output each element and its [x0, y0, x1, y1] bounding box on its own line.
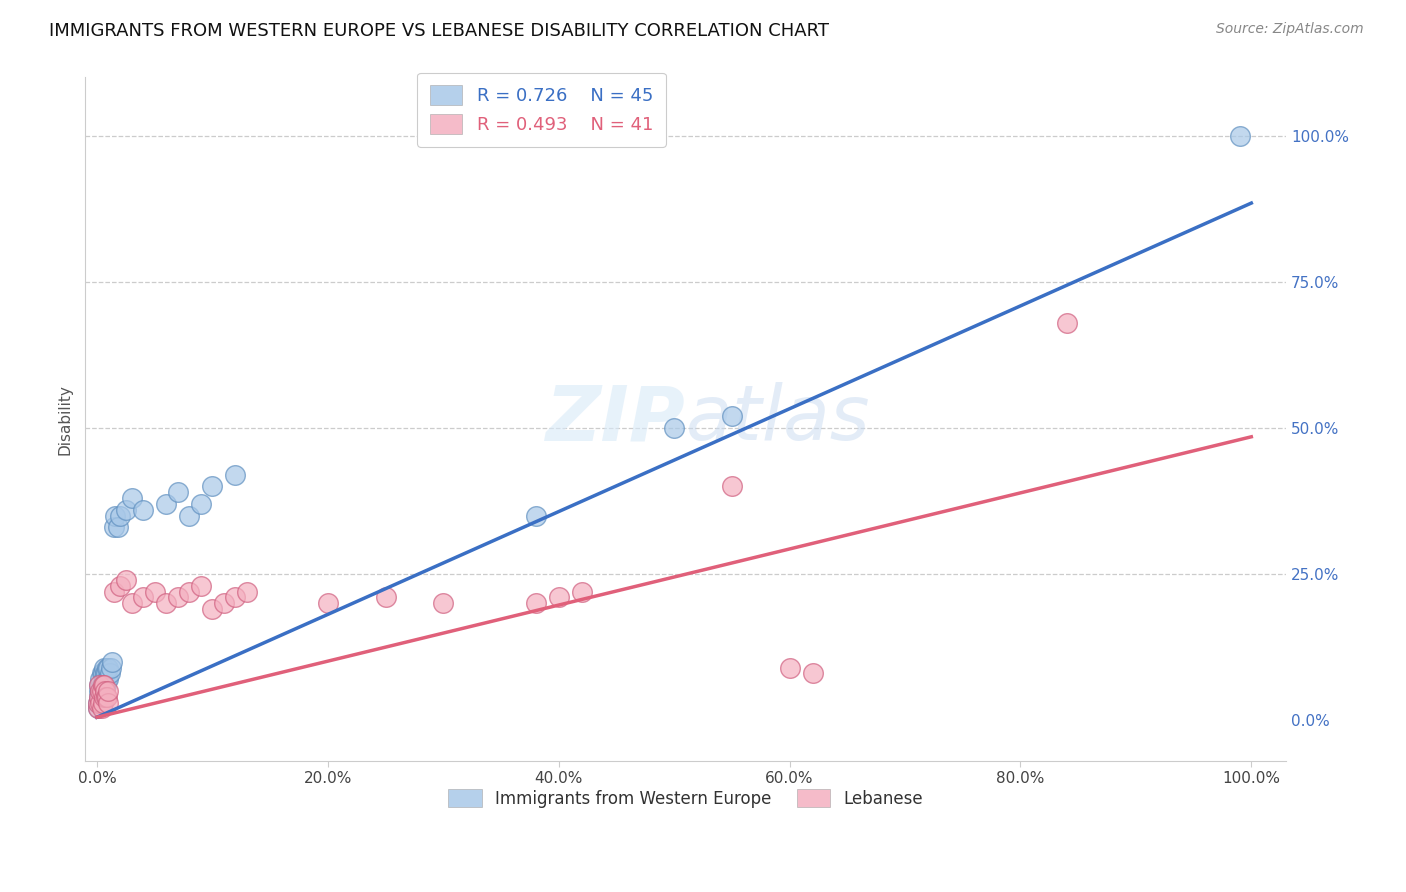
Point	[121, 596, 143, 610]
Point	[89, 696, 111, 710]
Point	[155, 497, 177, 511]
Point	[89, 696, 111, 710]
Point	[100, 660, 122, 674]
Point	[87, 701, 110, 715]
Point	[121, 491, 143, 505]
Point	[108, 508, 131, 523]
Point	[316, 596, 339, 610]
Point	[90, 684, 112, 698]
Point	[87, 701, 110, 715]
Point	[212, 596, 235, 610]
Point	[662, 421, 685, 435]
Point	[179, 584, 201, 599]
Point	[524, 596, 547, 610]
Point	[201, 602, 224, 616]
Point	[1056, 316, 1078, 330]
Point	[132, 503, 155, 517]
Point	[721, 409, 744, 424]
Point	[201, 479, 224, 493]
Point	[90, 701, 112, 715]
Point	[103, 520, 125, 534]
Point	[89, 690, 111, 704]
Point	[94, 666, 117, 681]
Point	[97, 696, 120, 710]
Y-axis label: Disability: Disability	[58, 384, 72, 455]
Point	[91, 678, 114, 692]
Point	[96, 690, 118, 704]
Point	[132, 591, 155, 605]
Point	[779, 660, 801, 674]
Text: Source: ZipAtlas.com: Source: ZipAtlas.com	[1216, 22, 1364, 37]
Point	[89, 673, 111, 687]
Text: ZIP: ZIP	[546, 383, 686, 457]
Point	[96, 690, 118, 704]
Legend: Immigrants from Western Europe, Lebanese: Immigrants from Western Europe, Lebanese	[441, 783, 929, 814]
Point	[91, 666, 114, 681]
Point	[87, 696, 110, 710]
Text: IMMIGRANTS FROM WESTERN EUROPE VS LEBANESE DISABILITY CORRELATION CHART: IMMIGRANTS FROM WESTERN EUROPE VS LEBANE…	[49, 22, 830, 40]
Point	[801, 666, 824, 681]
Point	[90, 690, 112, 704]
Point	[101, 655, 124, 669]
Point	[114, 503, 136, 517]
Point	[89, 678, 111, 692]
Point	[114, 573, 136, 587]
Point	[432, 596, 454, 610]
Point	[89, 678, 111, 692]
Point	[91, 696, 114, 710]
Point	[89, 690, 111, 704]
Point	[103, 584, 125, 599]
Point	[94, 684, 117, 698]
Point	[91, 678, 114, 692]
Point	[93, 684, 115, 698]
Point	[93, 660, 115, 674]
Point	[94, 678, 117, 692]
Point	[89, 684, 111, 698]
Point	[155, 596, 177, 610]
Point	[93, 673, 115, 687]
Text: atlas: atlas	[686, 383, 870, 457]
Point	[93, 678, 115, 692]
Point	[90, 678, 112, 692]
Point	[93, 690, 115, 704]
Point	[98, 666, 121, 681]
Point	[166, 485, 188, 500]
Point	[224, 591, 246, 605]
Point	[224, 467, 246, 482]
Point	[190, 497, 212, 511]
Point	[236, 584, 259, 599]
Point	[89, 684, 111, 698]
Point	[179, 508, 201, 523]
Point	[721, 479, 744, 493]
Point	[89, 684, 111, 698]
Point	[571, 584, 593, 599]
Point	[374, 591, 396, 605]
Point	[91, 690, 114, 704]
Point	[96, 678, 118, 692]
Point	[104, 508, 127, 523]
Point	[547, 591, 569, 605]
Point	[97, 660, 120, 674]
Point	[97, 673, 120, 687]
Point	[166, 591, 188, 605]
Point	[96, 660, 118, 674]
Point	[143, 584, 166, 599]
Point	[96, 666, 118, 681]
Point	[87, 696, 110, 710]
Point	[524, 508, 547, 523]
Point	[96, 673, 118, 687]
Point	[190, 579, 212, 593]
Point	[90, 666, 112, 681]
Point	[108, 579, 131, 593]
Point	[1229, 128, 1251, 143]
Point	[97, 684, 120, 698]
Point	[107, 520, 129, 534]
